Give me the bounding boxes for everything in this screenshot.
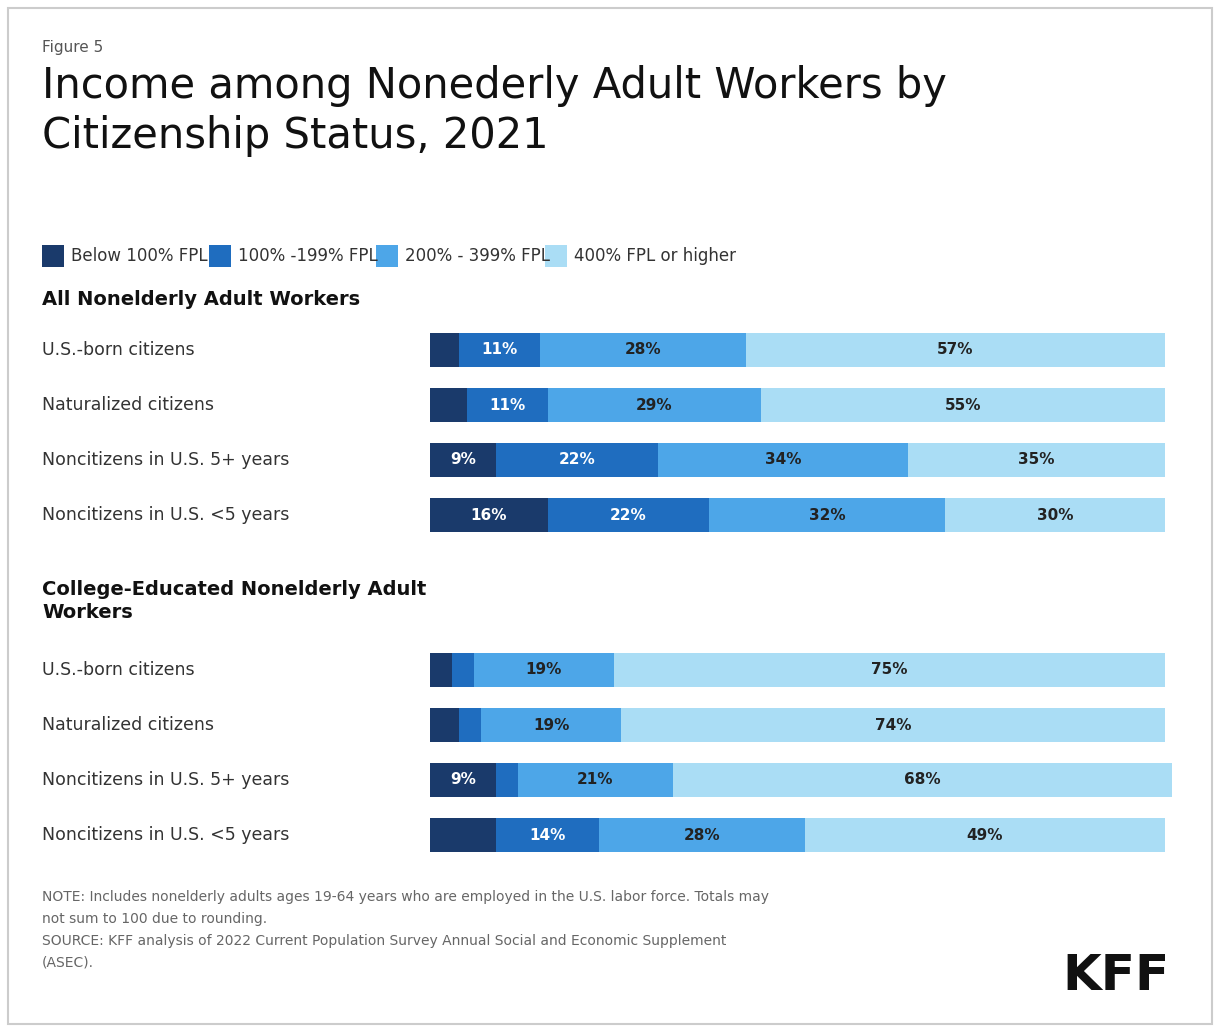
Text: 21%: 21%: [577, 773, 614, 787]
Text: Noncitizens in U.S. 5+ years: Noncitizens in U.S. 5+ years: [41, 771, 289, 789]
Text: 55%: 55%: [944, 397, 981, 413]
FancyBboxPatch shape: [429, 498, 548, 533]
Text: 28%: 28%: [625, 343, 661, 357]
Text: 100% -199% FPL: 100% -199% FPL: [238, 247, 378, 265]
FancyBboxPatch shape: [429, 388, 467, 422]
Text: Noncitizens in U.S. <5 years: Noncitizens in U.S. <5 years: [41, 826, 289, 844]
FancyBboxPatch shape: [658, 443, 908, 477]
Text: 35%: 35%: [1019, 452, 1054, 467]
FancyBboxPatch shape: [805, 818, 1165, 852]
FancyBboxPatch shape: [482, 708, 621, 742]
Text: 22%: 22%: [610, 508, 647, 522]
Text: 68%: 68%: [904, 773, 941, 787]
FancyBboxPatch shape: [709, 498, 944, 533]
Text: 49%: 49%: [966, 828, 1003, 842]
Text: KFF: KFF: [1063, 952, 1170, 1000]
Text: NOTE: Includes nonelderly adults ages 19-64 years who are employed in the U.S. l: NOTE: Includes nonelderly adults ages 19…: [41, 890, 769, 904]
FancyBboxPatch shape: [548, 388, 761, 422]
Text: (ASEC).: (ASEC).: [41, 956, 94, 970]
FancyBboxPatch shape: [672, 763, 1172, 797]
Text: 9%: 9%: [450, 452, 476, 467]
Text: Figure 5: Figure 5: [41, 40, 104, 55]
FancyBboxPatch shape: [209, 245, 231, 267]
FancyBboxPatch shape: [548, 498, 709, 533]
Text: 29%: 29%: [636, 397, 672, 413]
Text: 16%: 16%: [471, 508, 508, 522]
FancyBboxPatch shape: [497, 763, 518, 797]
FancyBboxPatch shape: [621, 708, 1165, 742]
Text: 75%: 75%: [871, 663, 908, 677]
Text: Naturalized citizens: Naturalized citizens: [41, 396, 214, 414]
FancyBboxPatch shape: [518, 763, 672, 797]
Text: not sum to 100 due to rounding.: not sum to 100 due to rounding.: [41, 912, 267, 926]
FancyBboxPatch shape: [460, 708, 482, 742]
Text: 57%: 57%: [937, 343, 974, 357]
FancyBboxPatch shape: [453, 653, 475, 687]
FancyBboxPatch shape: [497, 443, 658, 477]
Text: College-Educated Nonelderly Adult
Workers: College-Educated Nonelderly Adult Worker…: [41, 580, 426, 622]
Text: 200% - 399% FPL: 200% - 399% FPL: [405, 247, 550, 265]
Text: U.S.-born citizens: U.S.-born citizens: [41, 662, 195, 679]
FancyBboxPatch shape: [599, 818, 805, 852]
FancyBboxPatch shape: [467, 388, 548, 422]
FancyBboxPatch shape: [908, 443, 1165, 477]
FancyBboxPatch shape: [475, 653, 614, 687]
Text: 14%: 14%: [529, 828, 566, 842]
Text: Income among Nonederly Adult Workers by
Citizenship Status, 2021: Income among Nonederly Adult Workers by …: [41, 65, 947, 157]
Text: Naturalized citizens: Naturalized citizens: [41, 716, 214, 734]
FancyBboxPatch shape: [545, 245, 567, 267]
FancyBboxPatch shape: [460, 333, 540, 367]
FancyBboxPatch shape: [540, 333, 747, 367]
Text: SOURCE: KFF analysis of 2022 Current Population Survey Annual Social and Economi: SOURCE: KFF analysis of 2022 Current Pop…: [41, 934, 726, 948]
Text: 22%: 22%: [559, 452, 595, 467]
Text: 30%: 30%: [1037, 508, 1074, 522]
Text: 74%: 74%: [875, 717, 911, 733]
FancyBboxPatch shape: [429, 708, 460, 742]
FancyBboxPatch shape: [429, 443, 497, 477]
Text: 11%: 11%: [482, 343, 518, 357]
Text: 11%: 11%: [489, 397, 526, 413]
FancyBboxPatch shape: [376, 245, 398, 267]
Text: 9%: 9%: [450, 773, 476, 787]
FancyBboxPatch shape: [497, 818, 599, 852]
Text: All Nonelderly Adult Workers: All Nonelderly Adult Workers: [41, 290, 360, 309]
Text: 19%: 19%: [526, 663, 562, 677]
Text: Below 100% FPL: Below 100% FPL: [71, 247, 207, 265]
Text: Noncitizens in U.S. <5 years: Noncitizens in U.S. <5 years: [41, 506, 289, 524]
FancyBboxPatch shape: [429, 333, 460, 367]
Text: 34%: 34%: [765, 452, 802, 467]
Text: 28%: 28%: [683, 828, 720, 842]
Text: 400% FPL or higher: 400% FPL or higher: [573, 247, 736, 265]
FancyBboxPatch shape: [429, 653, 453, 687]
FancyBboxPatch shape: [429, 763, 497, 797]
FancyBboxPatch shape: [944, 498, 1165, 533]
FancyBboxPatch shape: [41, 245, 63, 267]
FancyBboxPatch shape: [429, 818, 497, 852]
Text: Noncitizens in U.S. 5+ years: Noncitizens in U.S. 5+ years: [41, 451, 289, 469]
FancyBboxPatch shape: [747, 333, 1165, 367]
Text: 32%: 32%: [809, 508, 845, 522]
Text: 19%: 19%: [533, 717, 570, 733]
FancyBboxPatch shape: [761, 388, 1165, 422]
Text: U.S.-born citizens: U.S.-born citizens: [41, 341, 195, 359]
FancyBboxPatch shape: [614, 653, 1165, 687]
